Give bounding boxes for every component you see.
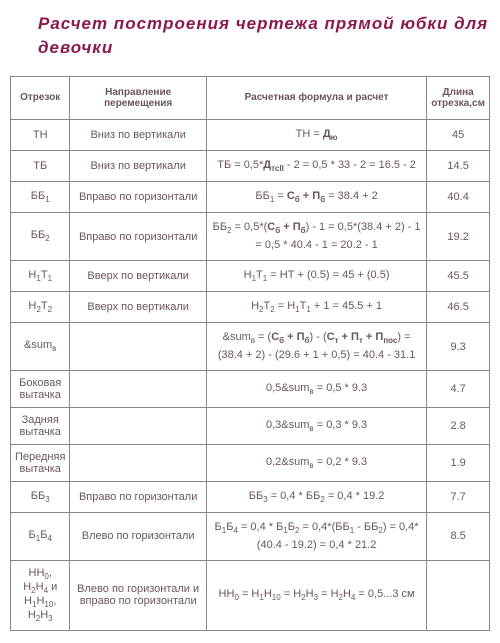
cell-direction: Вниз по вертикали xyxy=(70,150,206,181)
cell-segment: Н1Т1 xyxy=(11,260,70,291)
table-row: Задняя вытачка 0,3&sumв = 0,3 * 9.32.8 xyxy=(11,407,490,444)
cell-length: 45 xyxy=(427,119,490,150)
cell-length: 14.5 xyxy=(427,150,490,181)
cell-segment: &sumв xyxy=(11,323,70,371)
cell-formula: ББ1 = Сб + Пб = 38.4 + 2 xyxy=(206,181,426,212)
calculation-table: Отрезок Направление перемещения Расчетна… xyxy=(10,76,490,631)
cell-direction: Вверх по вертикали xyxy=(70,292,206,323)
table-row: Н2Т2Вверх по вертикалиН2Т2 = Н1Т1 + 1 = … xyxy=(11,292,490,323)
table-row: НН0, Н2Н4 и Н1Н10, Н2Н3Влево по горизонт… xyxy=(11,560,490,630)
table-row: ББ2Вправо по горизонталиББ2 = 0,5*(Сб + … xyxy=(11,213,490,261)
cell-length: 9.3 xyxy=(427,323,490,371)
cell-formula: НН0 = Н1Н10 = Н2Н3 = Н2Н4 = 0,5...3 см xyxy=(206,560,426,630)
table-row: Б1Б4Влево по горизонталиБ1Б4 = 0,4 * Б1Б… xyxy=(11,513,490,561)
table-row: ТНВниз по вертикалиТН = Дю45 xyxy=(11,119,490,150)
cell-direction: Вправо по горизонтали xyxy=(70,213,206,261)
table-header-row: Отрезок Направление перемещения Расчетна… xyxy=(11,76,490,119)
cell-direction xyxy=(70,444,206,481)
cell-segment: НН0, Н2Н4 и Н1Н10, Н2Н3 xyxy=(11,560,70,630)
header-length: Длина отрезка,см xyxy=(427,76,490,119)
cell-direction xyxy=(70,323,206,371)
table-row: ТБВниз по вертикалиТБ = 0,5*ДтсII - 2 = … xyxy=(11,150,490,181)
cell-formula: Б1Б4 = 0,4 * Б1Б2 = 0,4*(ББ1 - ББ2) = 0,… xyxy=(206,513,426,561)
cell-segment: Передняя вытачка xyxy=(11,444,70,481)
table-row: ББ1Вправо по горизонталиББ1 = Сб + Пб = … xyxy=(11,181,490,212)
cell-segment: ТБ xyxy=(11,150,70,181)
cell-direction xyxy=(70,407,206,444)
page-title: Расчет построения чертежа прямой юбки дл… xyxy=(10,12,490,60)
cell-length: 45.5 xyxy=(427,260,490,291)
table-row: Боковая вытачка 0,5&sumв = 0,5 * 9.34.7 xyxy=(11,370,490,407)
cell-direction: Вправо по горизонтали xyxy=(70,181,206,212)
cell-segment: Н2Т2 xyxy=(11,292,70,323)
table-body: ТНВниз по вертикалиТН = Дю45ТБВниз по ве… xyxy=(11,119,490,630)
table-row: ББ3Вправо по горизонталиББ3 = 0,4 * ББ2 … xyxy=(11,481,490,512)
cell-length: 19.2 xyxy=(427,213,490,261)
cell-formula: ТБ = 0,5*ДтсII - 2 = 0,5 * 33 - 2 = 16.5… xyxy=(206,150,426,181)
table-row: &sumв&sumв = (Сб + Пб) - (Ст + Пт + Ппос… xyxy=(11,323,490,371)
table-row: Н1Т1Вверх по вертикалиН1Т1 = НТ + (0.5) … xyxy=(11,260,490,291)
cell-direction: Вниз по вертикали xyxy=(70,119,206,150)
header-formula: Расчетная формула и расчет xyxy=(206,76,426,119)
cell-formula: 0,5&sumв = 0,5 * 9.3 xyxy=(206,370,426,407)
cell-length: 7.7 xyxy=(427,481,490,512)
cell-length: 46.5 xyxy=(427,292,490,323)
cell-direction: Влево по горизонтали xyxy=(70,513,206,561)
header-segment: Отрезок xyxy=(11,76,70,119)
table-row: Передняя вытачка 0,2&sumв = 0,2 * 9.31.9 xyxy=(11,444,490,481)
cell-segment: ББ1 xyxy=(11,181,70,212)
cell-segment: Задняя вытачка xyxy=(11,407,70,444)
cell-formula: ББ2 = 0,5*(Сб + Пб) - 1 = 0,5*(38.4 + 2)… xyxy=(206,213,426,261)
cell-length: 8.5 xyxy=(427,513,490,561)
cell-formula: Н2Т2 = Н1Т1 + 1 = 45.5 + 1 xyxy=(206,292,426,323)
cell-segment: Б1Б4 xyxy=(11,513,70,561)
cell-formula: ББ3 = 0,4 * ББ2 = 0,4 * 19.2 xyxy=(206,481,426,512)
cell-formula: 0,3&sumв = 0,3 * 9.3 xyxy=(206,407,426,444)
cell-segment: Боковая вытачка xyxy=(11,370,70,407)
cell-formula: ТН = Дю xyxy=(206,119,426,150)
cell-direction: Влево по горизонтали и вправо по горизон… xyxy=(70,560,206,630)
cell-segment: ТН xyxy=(11,119,70,150)
cell-formula: &sumв = (Сб + Пб) - (Ст + Пт + Ппос) = (… xyxy=(206,323,426,371)
cell-length: 2.8 xyxy=(427,407,490,444)
cell-length: 1.9 xyxy=(427,444,490,481)
cell-length: 4.7 xyxy=(427,370,490,407)
cell-direction xyxy=(70,370,206,407)
cell-length xyxy=(427,560,490,630)
cell-formula: Н1Т1 = НТ + (0.5) = 45 + (0.5) xyxy=(206,260,426,291)
cell-direction: Вверх по вертикали xyxy=(70,260,206,291)
cell-length: 40.4 xyxy=(427,181,490,212)
header-direction: Направление перемещения xyxy=(70,76,206,119)
cell-formula: 0,2&sumв = 0,2 * 9.3 xyxy=(206,444,426,481)
cell-segment: ББ3 xyxy=(11,481,70,512)
cell-direction: Вправо по горизонтали xyxy=(70,481,206,512)
cell-segment: ББ2 xyxy=(11,213,70,261)
